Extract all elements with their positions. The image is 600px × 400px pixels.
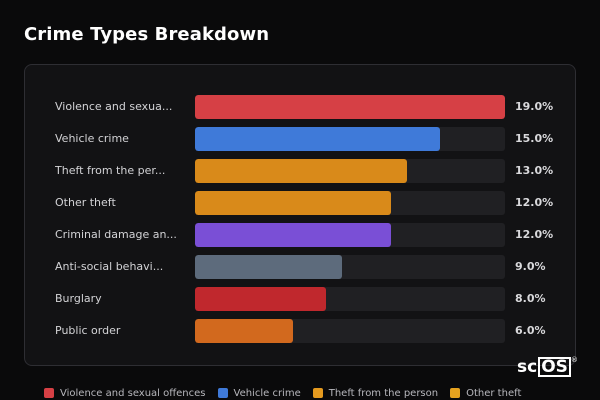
bar-track	[195, 319, 505, 343]
legend-swatch	[44, 388, 54, 398]
bar[interactable]	[195, 191, 391, 215]
legend-swatch	[450, 388, 461, 398]
logo-box: OS	[538, 357, 571, 377]
bar[interactable]	[195, 255, 342, 279]
bar-row: Public order 6.0%	[55, 319, 575, 343]
bar-row: Burglary 8.0%	[55, 287, 575, 311]
chart-title: Crime Types Breakdown	[24, 24, 270, 45]
bar-track	[195, 223, 505, 247]
bar-label: Theft from the per...	[55, 164, 166, 177]
bar[interactable]	[195, 159, 407, 183]
bar-label: Other theft	[55, 196, 116, 209]
bar-track	[195, 127, 505, 151]
bar-value-label: 19.0%	[515, 100, 554, 113]
bar-value-label: 12.0%	[515, 228, 554, 241]
bar-row: Criminal damage an... 12.0%	[55, 223, 575, 247]
bar-row: Violence and sexua... 19.0%	[55, 95, 575, 119]
bar-value-label: 12.0%	[515, 196, 554, 209]
bar-label: Vehicle crime	[55, 132, 129, 145]
legend-item[interactable]: Violence and sexual offences	[44, 388, 206, 399]
chart-panel: Violence and sexua... 19.0% Vehicle crime 1…	[24, 64, 576, 366]
bar-track	[195, 191, 505, 215]
bar-row: Vehicle crime 15.0%	[55, 127, 575, 151]
bar-value-label: 9.0%	[515, 260, 546, 273]
bar-row: Theft from the per... 13.0%	[55, 159, 575, 183]
bar[interactable]	[195, 127, 440, 151]
legend-item[interactable]: Theft from the person	[312, 387, 439, 399]
bar-track	[195, 255, 505, 279]
bar-track	[195, 159, 505, 183]
bar-label: Public order	[55, 324, 121, 337]
bar-value-label: 15.0%	[515, 132, 554, 145]
legend-label: Theft from the person	[328, 387, 439, 399]
bar[interactable]	[195, 319, 293, 343]
bar-label: Violence and sexua...	[55, 100, 173, 113]
registered-mark: ®	[570, 356, 578, 364]
bar-label: Anti-social behavi...	[55, 260, 164, 273]
bar-value-label: 13.0%	[515, 164, 554, 177]
bar-label: Criminal damage an...	[55, 228, 177, 241]
legend-label: Vehicle crime	[233, 387, 301, 399]
bar-value-label: 8.0%	[515, 292, 546, 305]
legend-label: Other theft	[466, 387, 522, 399]
scos-logo: sc OS ®	[517, 356, 578, 378]
chart-legend: Violence and sexual offences Vehicle crim…	[44, 386, 533, 400]
legend-swatch	[217, 388, 228, 398]
legend-label: Violence and sexual offences	[60, 387, 206, 399]
bar-row: Anti-social behavi... 9.0%	[55, 255, 575, 279]
legend-item[interactable]: Vehicle crime	[217, 387, 301, 399]
bar[interactable]	[195, 223, 391, 247]
legend-swatch	[312, 388, 323, 398]
legend-item[interactable]: Other theft	[450, 388, 521, 399]
bar-row: Other theft 12.0%	[55, 191, 575, 215]
bar-track	[195, 95, 505, 119]
bar[interactable]	[195, 287, 326, 311]
bar-value-label: 6.0%	[515, 324, 546, 337]
logo-prefix: sc	[517, 357, 538, 377]
bar[interactable]	[195, 95, 505, 119]
bar-track	[195, 287, 505, 311]
bar-label: Burglary	[55, 292, 102, 305]
